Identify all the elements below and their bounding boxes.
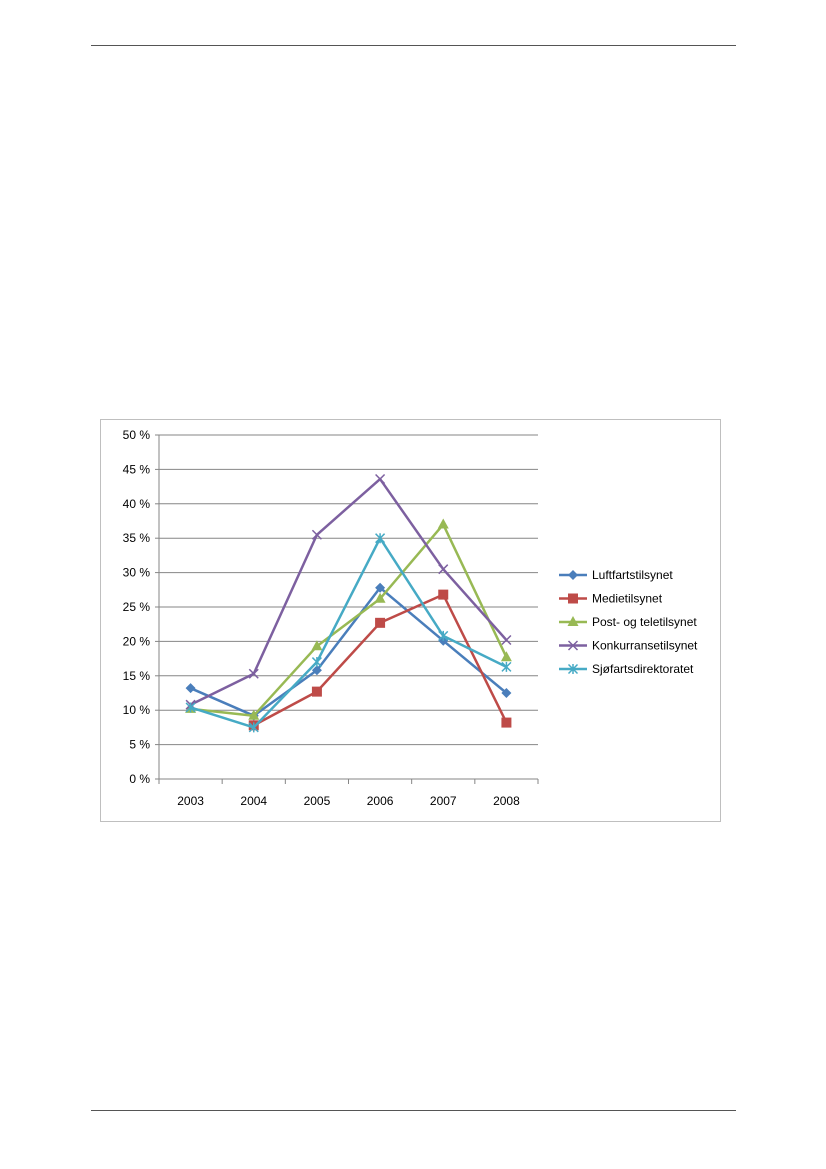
legend-label: Post- og teletilsynet xyxy=(592,615,697,629)
line-chart: 0 % 5 % 10 % 15 % 20 % 25 % 30 % 35 % 40 % 45 % 50… xyxy=(123,428,698,808)
footer-rule xyxy=(91,1110,736,1111)
data-point xyxy=(438,564,449,575)
y-tick-label: 25 % xyxy=(123,600,151,614)
y-tick-label: 50 % xyxy=(123,428,151,442)
data-point xyxy=(438,630,449,641)
series-line xyxy=(253,593,508,727)
data-point xyxy=(501,634,512,646)
series-line xyxy=(190,477,508,706)
data-point xyxy=(501,661,512,672)
legend-marker xyxy=(568,570,578,580)
data-point xyxy=(375,474,386,485)
y-tick-label: 15 % xyxy=(123,669,151,683)
y-tick-label: 0 % xyxy=(129,772,150,786)
y-tick-label: 35 % xyxy=(123,531,151,545)
legend-marker xyxy=(567,663,579,675)
x-tick-label: 2008 xyxy=(493,794,520,808)
y-tick-label: 20 % xyxy=(123,634,151,648)
data-point xyxy=(437,518,449,529)
x-tick-label: 2007 xyxy=(430,794,457,808)
series-line xyxy=(190,523,508,717)
x-tick-label: 2003 xyxy=(177,794,204,808)
data-point xyxy=(311,529,322,540)
data-point xyxy=(185,683,196,694)
x-tick-label: 2005 xyxy=(304,794,331,808)
x-tick-label: 2004 xyxy=(240,794,267,808)
data-point xyxy=(375,533,386,544)
data-point xyxy=(311,657,322,668)
legend-marker xyxy=(568,593,578,604)
legend-label: Sjøfartsdirektoratet xyxy=(592,662,694,676)
x-tick-label: 2006 xyxy=(367,794,394,808)
series-line xyxy=(190,536,507,729)
legend-marker xyxy=(567,616,579,626)
data-point xyxy=(248,709,260,720)
data-point xyxy=(374,592,386,603)
y-tick-label: 10 % xyxy=(123,703,151,717)
legend-marker xyxy=(567,640,579,651)
data-point xyxy=(500,651,512,662)
y-tick-label: 45 % xyxy=(123,462,151,476)
data-point xyxy=(248,722,259,733)
data-point xyxy=(438,589,449,600)
legend-label: Medietilsynet xyxy=(592,592,663,606)
y-tick-label: 5 % xyxy=(129,738,150,752)
data-point xyxy=(185,702,196,713)
y-tick-label: 30 % xyxy=(123,566,151,580)
legend-label: Konkurransetilsynet xyxy=(592,639,698,653)
data-point xyxy=(248,668,259,679)
data-point xyxy=(501,688,512,698)
data-point xyxy=(311,686,322,697)
data-point xyxy=(375,617,386,628)
data-point xyxy=(311,640,323,651)
header-rule xyxy=(91,45,736,46)
legend-label: Luftfartstilsynet xyxy=(592,568,673,582)
data-point xyxy=(311,665,322,676)
data-point xyxy=(501,717,512,728)
series-line xyxy=(190,586,508,717)
data-point xyxy=(375,582,386,593)
chart-frame: 0 % 5 % 10 % 15 % 20 % 25 % 30 % 35 % 40 % 45 % 50… xyxy=(100,419,721,822)
y-tick-label: 40 % xyxy=(123,497,151,511)
